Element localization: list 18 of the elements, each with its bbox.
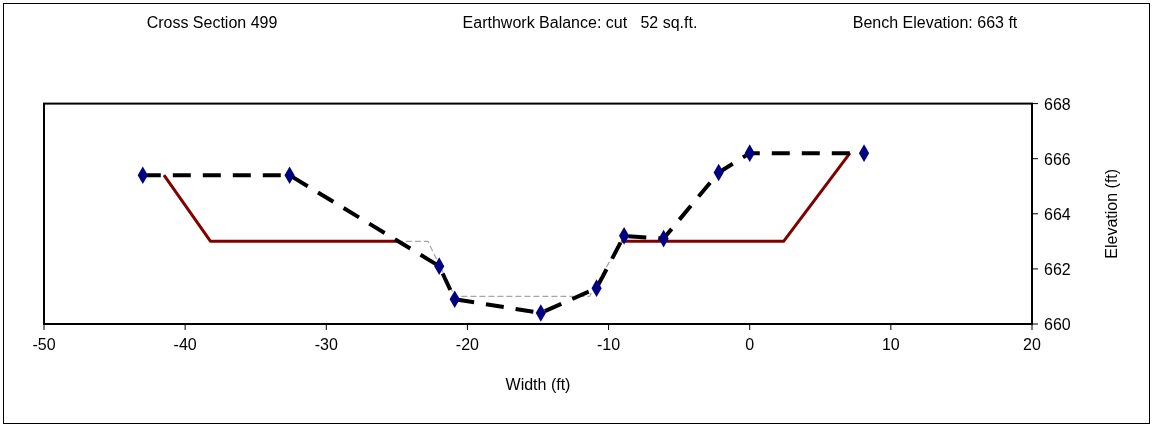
chart-title: Cross Section 499 — [146, 14, 278, 31]
y-tick-label: 664 — [1044, 205, 1071, 223]
x-tick-label: 20 — [1023, 336, 1041, 353]
y-axis-title: Elevation (ft) — [1103, 168, 1120, 259]
y-tick-label: 660 — [1044, 316, 1071, 333]
x-tick-label: -30 — [314, 336, 338, 353]
y-tick-label: 662 — [1044, 260, 1071, 278]
x-tick-label: -50 — [32, 336, 56, 353]
x-tick-label: 10 — [881, 336, 900, 353]
text: Bench Elevation: 663 ft — [852, 14, 1018, 31]
x-tick-label: 0 — [745, 336, 755, 353]
x-tick-label: -40 — [173, 336, 197, 353]
x-axis-title: Width (ft) — [505, 376, 571, 393]
x-tick-label: -10 — [597, 336, 621, 353]
x-tick-label: -20 — [455, 336, 480, 353]
y-tick-label: 668 — [1044, 95, 1071, 113]
text: Earthwork Balance: cut 52 sq.ft. — [462, 14, 698, 31]
y-tick-label: 666 — [1044, 150, 1071, 168]
